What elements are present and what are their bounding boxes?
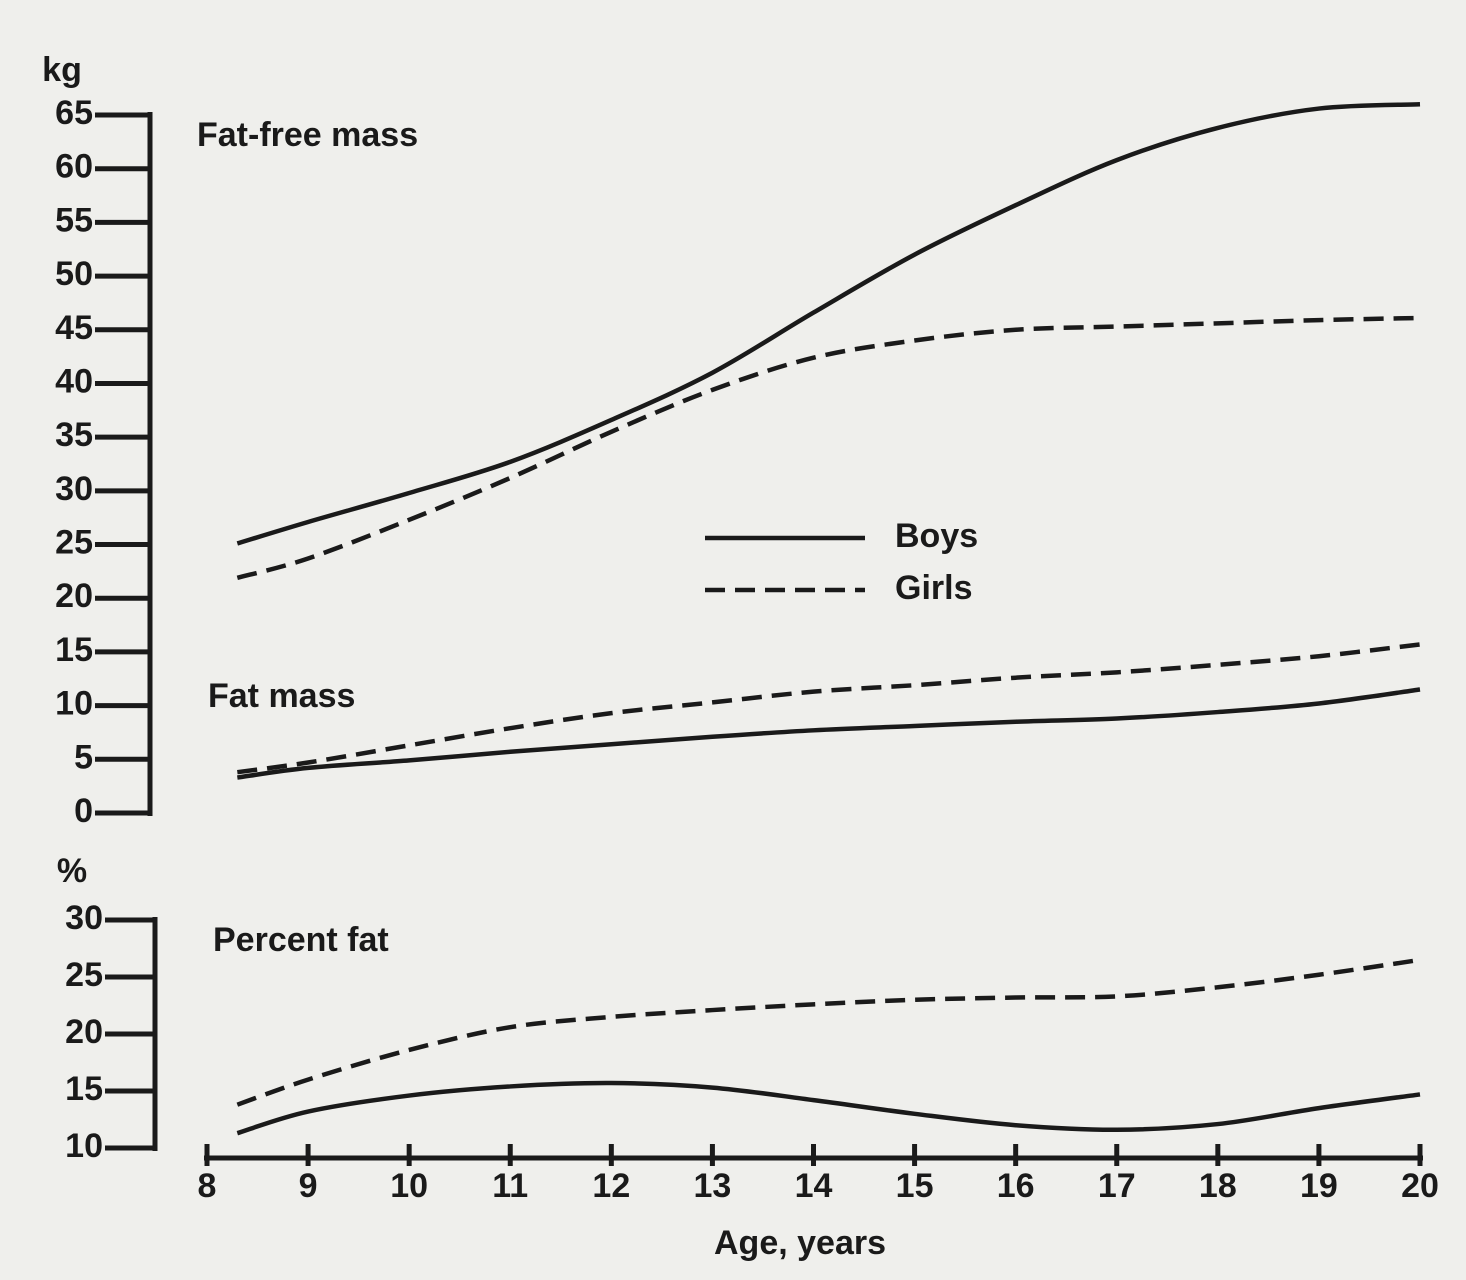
y-tick-label: 55 [55, 201, 93, 239]
data-line [237, 687, 1421, 780]
data-line [236, 957, 1421, 1107]
group-label: Percent fat [213, 921, 389, 959]
y-tick-label: 35 [55, 416, 93, 454]
y-axis-label: kg [42, 51, 82, 89]
y-tick-label: 50 [55, 255, 93, 293]
group-label: Fat mass [208, 677, 355, 715]
x-tick-label: 18 [1199, 1167, 1237, 1205]
x-tick-label: 13 [694, 1167, 732, 1205]
x-tick-label: 8 [198, 1167, 217, 1205]
y-tick-label: 15 [65, 1070, 103, 1108]
x-tick-label: 17 [1098, 1167, 1136, 1205]
x-tick-label: 9 [299, 1167, 318, 1205]
y-tick-label: 10 [55, 685, 93, 723]
y-tick-label: 20 [55, 577, 93, 615]
x-tick-label: 12 [592, 1167, 630, 1205]
data-line [236, 315, 1421, 580]
group-label: Fat-free mass [197, 116, 418, 154]
y-axis-label: % [57, 852, 87, 890]
x-tick-label: 11 [492, 1167, 528, 1205]
y-tick-label: 25 [55, 524, 93, 562]
x-tick-label: 10 [390, 1167, 428, 1205]
x-tick-label: 20 [1401, 1167, 1439, 1205]
y-tick-label: 10 [65, 1127, 103, 1165]
y-tick-label: 45 [55, 309, 93, 347]
data-line [236, 1080, 1421, 1136]
data-line [237, 642, 1421, 775]
y-tick-label: 5 [74, 738, 93, 776]
y-tick-label: 65 [55, 94, 93, 132]
x-tick-label: 19 [1300, 1167, 1338, 1205]
legend-label: Boys [895, 517, 978, 555]
legend-label: Girls [895, 569, 972, 607]
x-tick-label: 15 [896, 1167, 934, 1205]
y-tick-label: 30 [65, 899, 103, 937]
x-tick-label: 14 [795, 1167, 833, 1205]
x-axis-label: Age, years [714, 1224, 886, 1262]
y-tick-label: 0 [74, 792, 93, 830]
y-tick-label: 25 [65, 956, 103, 994]
y-tick-label: 30 [55, 470, 93, 508]
y-tick-label: 40 [55, 362, 93, 400]
data-line [236, 102, 1421, 546]
x-tick-label: 16 [997, 1167, 1035, 1205]
y-tick-label: 15 [55, 631, 93, 669]
y-tick-label: 60 [55, 148, 93, 186]
y-tick-label: 20 [65, 1013, 103, 1051]
